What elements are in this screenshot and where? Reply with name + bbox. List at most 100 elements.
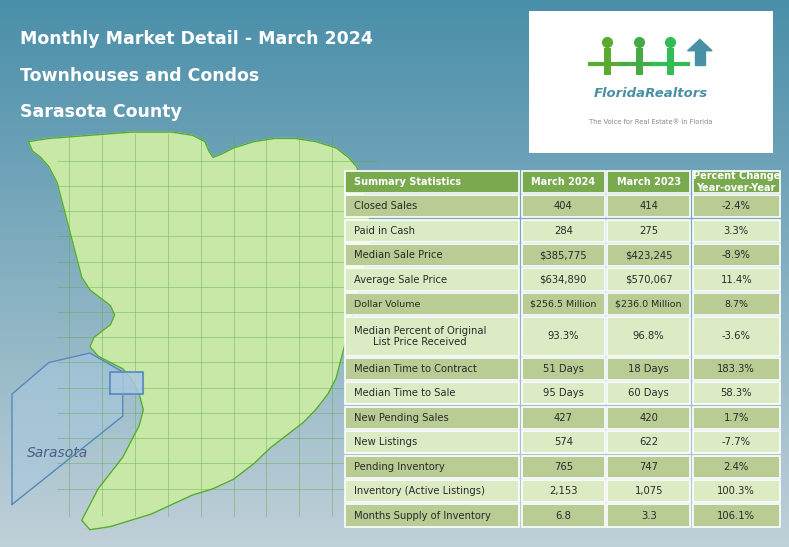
Bar <box>693 504 780 527</box>
Bar <box>608 431 690 453</box>
Bar <box>345 406 519 429</box>
Bar <box>345 358 519 380</box>
Text: Median Time to Sale: Median Time to Sale <box>353 388 455 398</box>
Bar <box>522 431 604 453</box>
Bar <box>522 317 604 356</box>
Bar <box>522 480 604 502</box>
Bar <box>345 317 519 356</box>
Bar <box>608 504 690 527</box>
Bar <box>345 219 519 242</box>
Text: 3.3%: 3.3% <box>724 226 749 236</box>
Text: 2,153: 2,153 <box>549 486 578 496</box>
Text: $570,067: $570,067 <box>625 275 672 284</box>
Bar <box>522 269 604 291</box>
Text: 1.7%: 1.7% <box>724 413 749 423</box>
Text: March 2024: March 2024 <box>531 177 596 187</box>
Bar <box>345 456 519 478</box>
Text: -8.9%: -8.9% <box>722 250 750 260</box>
Bar <box>522 171 604 193</box>
Polygon shape <box>28 132 373 529</box>
Text: Median Sale Price: Median Sale Price <box>353 250 443 260</box>
Bar <box>693 317 780 356</box>
Bar <box>693 171 780 193</box>
Text: 60 Days: 60 Days <box>628 388 669 398</box>
Text: 747: 747 <box>639 462 658 472</box>
Text: 95 Days: 95 Days <box>543 388 584 398</box>
Bar <box>608 358 690 380</box>
Text: Summary Statistics: Summary Statistics <box>353 177 461 187</box>
Text: 765: 765 <box>554 462 573 472</box>
Bar <box>608 406 690 429</box>
Text: Sarasota County: Sarasota County <box>20 103 181 121</box>
Text: 106.1%: 106.1% <box>717 511 755 521</box>
Bar <box>693 269 780 291</box>
Bar <box>608 293 690 315</box>
Text: New Listings: New Listings <box>353 437 417 447</box>
Bar <box>522 195 604 217</box>
Text: FloridaRealtors: FloridaRealtors <box>594 87 708 100</box>
Text: 51 Days: 51 Days <box>543 364 584 374</box>
Text: 1,075: 1,075 <box>634 486 663 496</box>
Bar <box>693 293 780 315</box>
Bar <box>522 219 604 242</box>
Bar <box>693 244 780 266</box>
Text: 2.4%: 2.4% <box>724 462 749 472</box>
Bar <box>522 504 604 527</box>
Text: $236.0 Million: $236.0 Million <box>615 300 682 309</box>
Bar <box>693 406 780 429</box>
Bar <box>345 480 519 502</box>
Text: Median Percent of Original
List Price Received: Median Percent of Original List Price Re… <box>353 325 486 347</box>
Text: 404: 404 <box>554 201 573 211</box>
Text: $385,775: $385,775 <box>540 250 587 260</box>
Text: $256.5 Million: $256.5 Million <box>530 300 596 309</box>
Text: Closed Sales: Closed Sales <box>353 201 417 211</box>
Polygon shape <box>12 353 123 504</box>
Bar <box>522 244 604 266</box>
Text: New Pending Sales: New Pending Sales <box>353 413 449 423</box>
Bar <box>345 195 519 217</box>
Bar <box>522 456 604 478</box>
Polygon shape <box>110 372 144 394</box>
Bar <box>345 171 519 193</box>
Text: Dollar Volume: Dollar Volume <box>353 300 421 309</box>
Text: Paid in Cash: Paid in Cash <box>353 226 415 236</box>
Text: 284: 284 <box>554 226 573 236</box>
Bar <box>693 431 780 453</box>
Bar <box>693 358 780 380</box>
Text: 96.8%: 96.8% <box>633 331 664 341</box>
Text: 275: 275 <box>639 226 658 236</box>
Text: $634,890: $634,890 <box>540 275 587 284</box>
Text: Pending Inventory: Pending Inventory <box>353 462 445 472</box>
Bar <box>345 382 519 404</box>
Bar <box>345 431 519 453</box>
Bar <box>522 406 604 429</box>
Text: 183.3%: 183.3% <box>717 364 755 374</box>
Bar <box>608 382 690 404</box>
Bar <box>693 480 780 502</box>
Text: Monthly Market Detail - March 2024: Monthly Market Detail - March 2024 <box>20 30 372 48</box>
Bar <box>522 293 604 315</box>
Text: March 2023: March 2023 <box>616 177 681 187</box>
Bar <box>522 358 604 380</box>
Text: Average Sale Price: Average Sale Price <box>353 275 447 284</box>
Text: -7.7%: -7.7% <box>722 437 750 447</box>
Bar <box>608 269 690 291</box>
Text: 427: 427 <box>554 413 573 423</box>
Text: Townhouses and Condos: Townhouses and Condos <box>20 67 259 85</box>
Bar <box>345 244 519 266</box>
Bar <box>608 480 690 502</box>
Text: -2.4%: -2.4% <box>722 201 750 211</box>
Text: Percent Change
Year-over-Year: Percent Change Year-over-Year <box>693 171 780 193</box>
Bar <box>608 244 690 266</box>
Text: 6.8: 6.8 <box>555 511 571 521</box>
Bar <box>693 195 780 217</box>
Text: 574: 574 <box>554 437 573 447</box>
FancyBboxPatch shape <box>524 8 778 156</box>
Text: -3.6%: -3.6% <box>722 331 750 341</box>
Bar <box>522 382 604 404</box>
Text: 622: 622 <box>639 437 658 447</box>
Bar <box>608 219 690 242</box>
Text: 100.3%: 100.3% <box>717 486 755 496</box>
Bar <box>608 317 690 356</box>
Text: Median Time to Contract: Median Time to Contract <box>353 364 477 374</box>
